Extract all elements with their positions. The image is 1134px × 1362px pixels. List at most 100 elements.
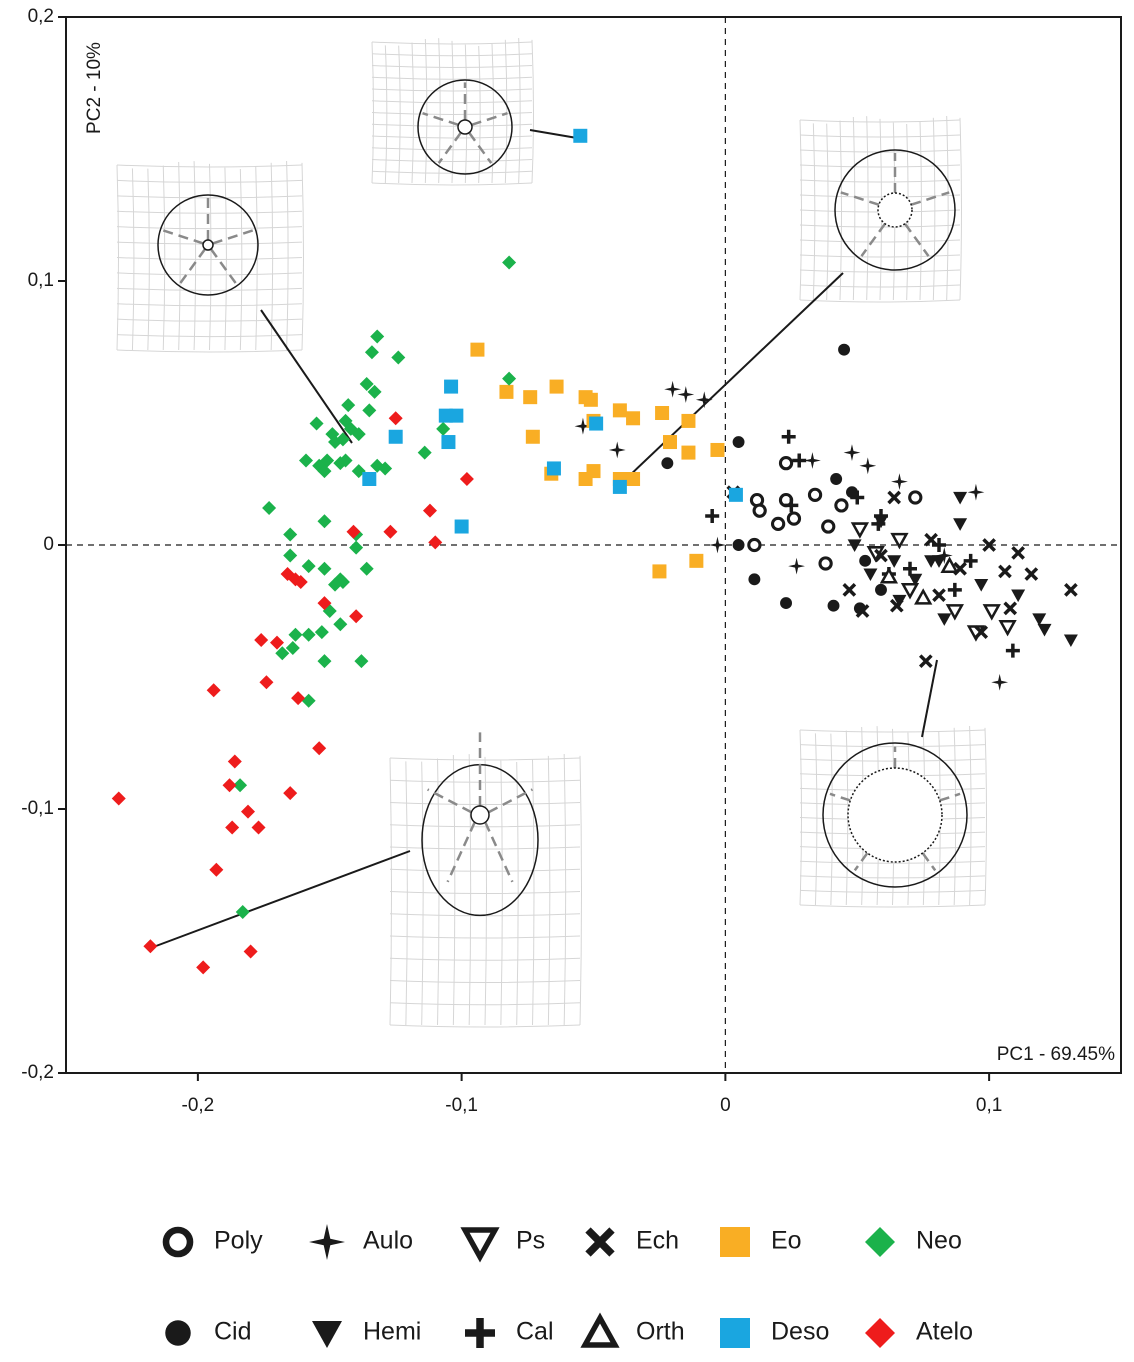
point bbox=[362, 472, 376, 486]
inset bbox=[800, 660, 987, 907]
inset bbox=[627, 116, 962, 478]
point bbox=[349, 609, 363, 623]
legend-label: Aulo bbox=[363, 1227, 413, 1255]
point bbox=[317, 562, 331, 576]
legend-label: Deso bbox=[771, 1318, 829, 1346]
spoke bbox=[940, 794, 960, 801]
point bbox=[968, 484, 985, 501]
grid-line-deco bbox=[800, 195, 960, 197]
point bbox=[1011, 590, 1025, 603]
grid-line-deco bbox=[372, 89, 532, 91]
point bbox=[854, 602, 866, 614]
grid-line-deco bbox=[485, 757, 487, 1025]
point bbox=[312, 741, 326, 755]
grid-line-deco bbox=[800, 240, 960, 242]
point bbox=[228, 754, 242, 768]
point bbox=[696, 391, 713, 408]
point bbox=[792, 454, 806, 468]
grid-line-deco bbox=[117, 350, 302, 352]
point bbox=[259, 675, 273, 689]
point bbox=[428, 535, 442, 549]
grid-line-deco bbox=[163, 166, 165, 350]
legend-marker bbox=[865, 1227, 895, 1257]
inset bbox=[372, 38, 577, 185]
point bbox=[1006, 644, 1020, 658]
grid-line-deco bbox=[800, 759, 985, 761]
grid-line-deco bbox=[390, 869, 580, 871]
grid-line-deco bbox=[117, 227, 302, 229]
y-axis-label: PC2 - 10% bbox=[84, 42, 105, 134]
point bbox=[455, 520, 469, 534]
legend-marker bbox=[165, 1320, 191, 1346]
point bbox=[299, 454, 313, 468]
grid-line-deco bbox=[800, 300, 960, 302]
grid-line-deco bbox=[117, 196, 302, 198]
grid-line-deco bbox=[210, 164, 212, 350]
grid-line-deco bbox=[302, 163, 304, 350]
spoke bbox=[213, 230, 253, 243]
grid-line-deco bbox=[406, 761, 408, 1025]
point bbox=[991, 674, 1008, 691]
point bbox=[589, 417, 603, 431]
point bbox=[782, 430, 796, 444]
legend-label: Cal bbox=[516, 1318, 554, 1346]
point bbox=[365, 345, 379, 359]
point bbox=[733, 539, 745, 551]
point bbox=[749, 539, 760, 550]
point bbox=[573, 129, 587, 143]
connector bbox=[261, 310, 352, 443]
grid-line-deco bbox=[422, 762, 424, 1025]
legend-label: Ps bbox=[516, 1227, 545, 1255]
spoke bbox=[905, 224, 929, 256]
point bbox=[933, 590, 944, 601]
grid-line-deco bbox=[815, 733, 817, 905]
legend-marker bbox=[166, 1230, 190, 1254]
point bbox=[550, 380, 564, 394]
legend-marker bbox=[720, 1318, 750, 1348]
point bbox=[709, 537, 726, 554]
series bbox=[661, 344, 887, 615]
point bbox=[780, 458, 791, 469]
point bbox=[729, 488, 743, 502]
legend-label: Atelo bbox=[916, 1318, 973, 1346]
point bbox=[664, 381, 681, 398]
legend-marker bbox=[588, 1230, 612, 1254]
point bbox=[681, 446, 695, 460]
grid-line-deco bbox=[372, 101, 532, 103]
grid-line-deco bbox=[800, 255, 960, 257]
point bbox=[948, 583, 962, 597]
deformation-grids bbox=[117, 38, 987, 1027]
grid-line-deco bbox=[840, 121, 842, 300]
grid-line-deco bbox=[390, 825, 580, 827]
grid-line-deco bbox=[390, 803, 580, 805]
y-tick-label: 0 bbox=[43, 534, 54, 555]
point bbox=[652, 564, 666, 578]
point bbox=[848, 539, 862, 552]
point bbox=[502, 256, 516, 270]
point bbox=[317, 514, 331, 528]
point bbox=[953, 518, 967, 531]
point bbox=[920, 656, 931, 667]
point bbox=[196, 960, 210, 974]
point bbox=[948, 605, 962, 618]
point bbox=[1026, 568, 1037, 579]
point bbox=[341, 398, 355, 412]
y-tick-label: 0,2 bbox=[28, 6, 54, 27]
grid-line-deco bbox=[412, 43, 414, 183]
grid-line-deco bbox=[132, 168, 134, 350]
series bbox=[362, 129, 743, 534]
legend-label: Eo bbox=[771, 1227, 802, 1255]
point bbox=[254, 633, 268, 647]
point bbox=[423, 504, 437, 518]
grid-line-deco bbox=[813, 123, 815, 300]
legend-marker bbox=[865, 1318, 895, 1348]
inner-outline bbox=[458, 120, 472, 134]
point bbox=[244, 945, 258, 959]
point bbox=[953, 492, 967, 505]
point bbox=[613, 480, 627, 494]
legend-marker bbox=[309, 1224, 345, 1260]
connector bbox=[530, 130, 577, 138]
grid-line-deco bbox=[532, 40, 534, 183]
point bbox=[207, 683, 221, 697]
grid-line-deco bbox=[453, 755, 455, 1025]
